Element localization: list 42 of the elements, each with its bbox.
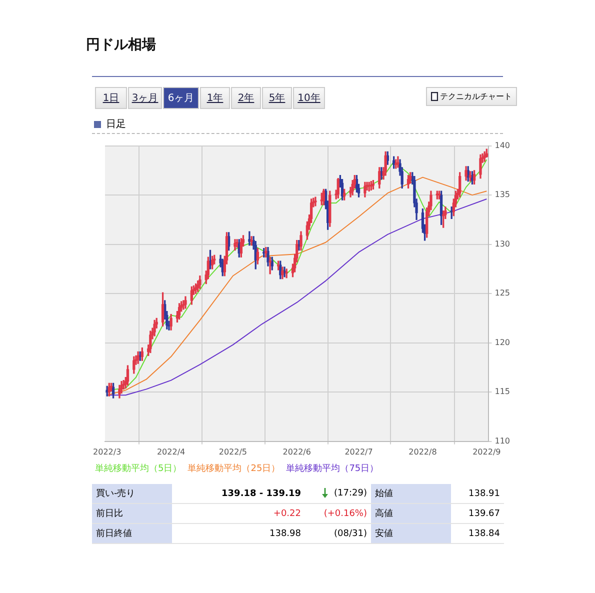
x-tick-label: 2022/6	[282, 447, 311, 456]
text: 2年	[231, 87, 261, 109]
text: 138.91	[468, 488, 500, 498]
text: 138.98	[270, 528, 301, 538]
text: 139.67	[468, 508, 500, 518]
x-tick-label: 2022/3	[93, 447, 122, 456]
text: 1年	[200, 87, 230, 109]
x-tick-label: 2022/5	[218, 447, 248, 456]
text: テクニカルチャート	[440, 91, 512, 102]
text: (08/31)	[334, 528, 367, 538]
text: 買い-売り	[96, 489, 136, 499]
x-tick-label: 2022/7	[344, 447, 373, 456]
y-tick-label: 110	[494, 436, 510, 446]
text: 6ヶ月	[163, 87, 199, 109]
text: 5年	[262, 87, 292, 109]
chart-title: 円ドル相場	[86, 36, 156, 54]
text: 139.18 - 139.19	[222, 488, 301, 498]
text: 10年	[293, 87, 325, 109]
y-tick-label: 115	[494, 387, 510, 396]
text: (+0.16%)	[324, 508, 367, 518]
text: +0.22	[273, 508, 301, 518]
text: 日足	[106, 118, 126, 131]
text: 高値	[375, 509, 393, 519]
text: 単純移動平均（75日）	[286, 462, 379, 475]
text: 前日比	[96, 509, 123, 519]
text: 始値	[375, 489, 393, 499]
y-tick-label: 130	[494, 239, 510, 248]
x-tick-label: 2022/4	[156, 447, 186, 456]
x-tick-label: 2022/9	[472, 447, 501, 456]
x-tick-label: 2022/8	[408, 447, 437, 456]
y-tick-label: 140	[494, 140, 510, 150]
text: 安値	[375, 529, 393, 539]
y-tick-label: 120	[494, 338, 510, 347]
text: 3ヶ月	[128, 87, 162, 109]
text: 138.84	[468, 528, 500, 538]
text: 単純移動平均（25日）	[188, 462, 280, 475]
y-tick-label: 125	[494, 288, 510, 298]
y-tick-label: 135	[494, 190, 510, 200]
text: 前日終値	[96, 529, 132, 539]
text: (17:29)	[334, 488, 367, 499]
text: 1日	[95, 87, 127, 109]
text: 単純移動平均（5日）	[95, 462, 182, 475]
